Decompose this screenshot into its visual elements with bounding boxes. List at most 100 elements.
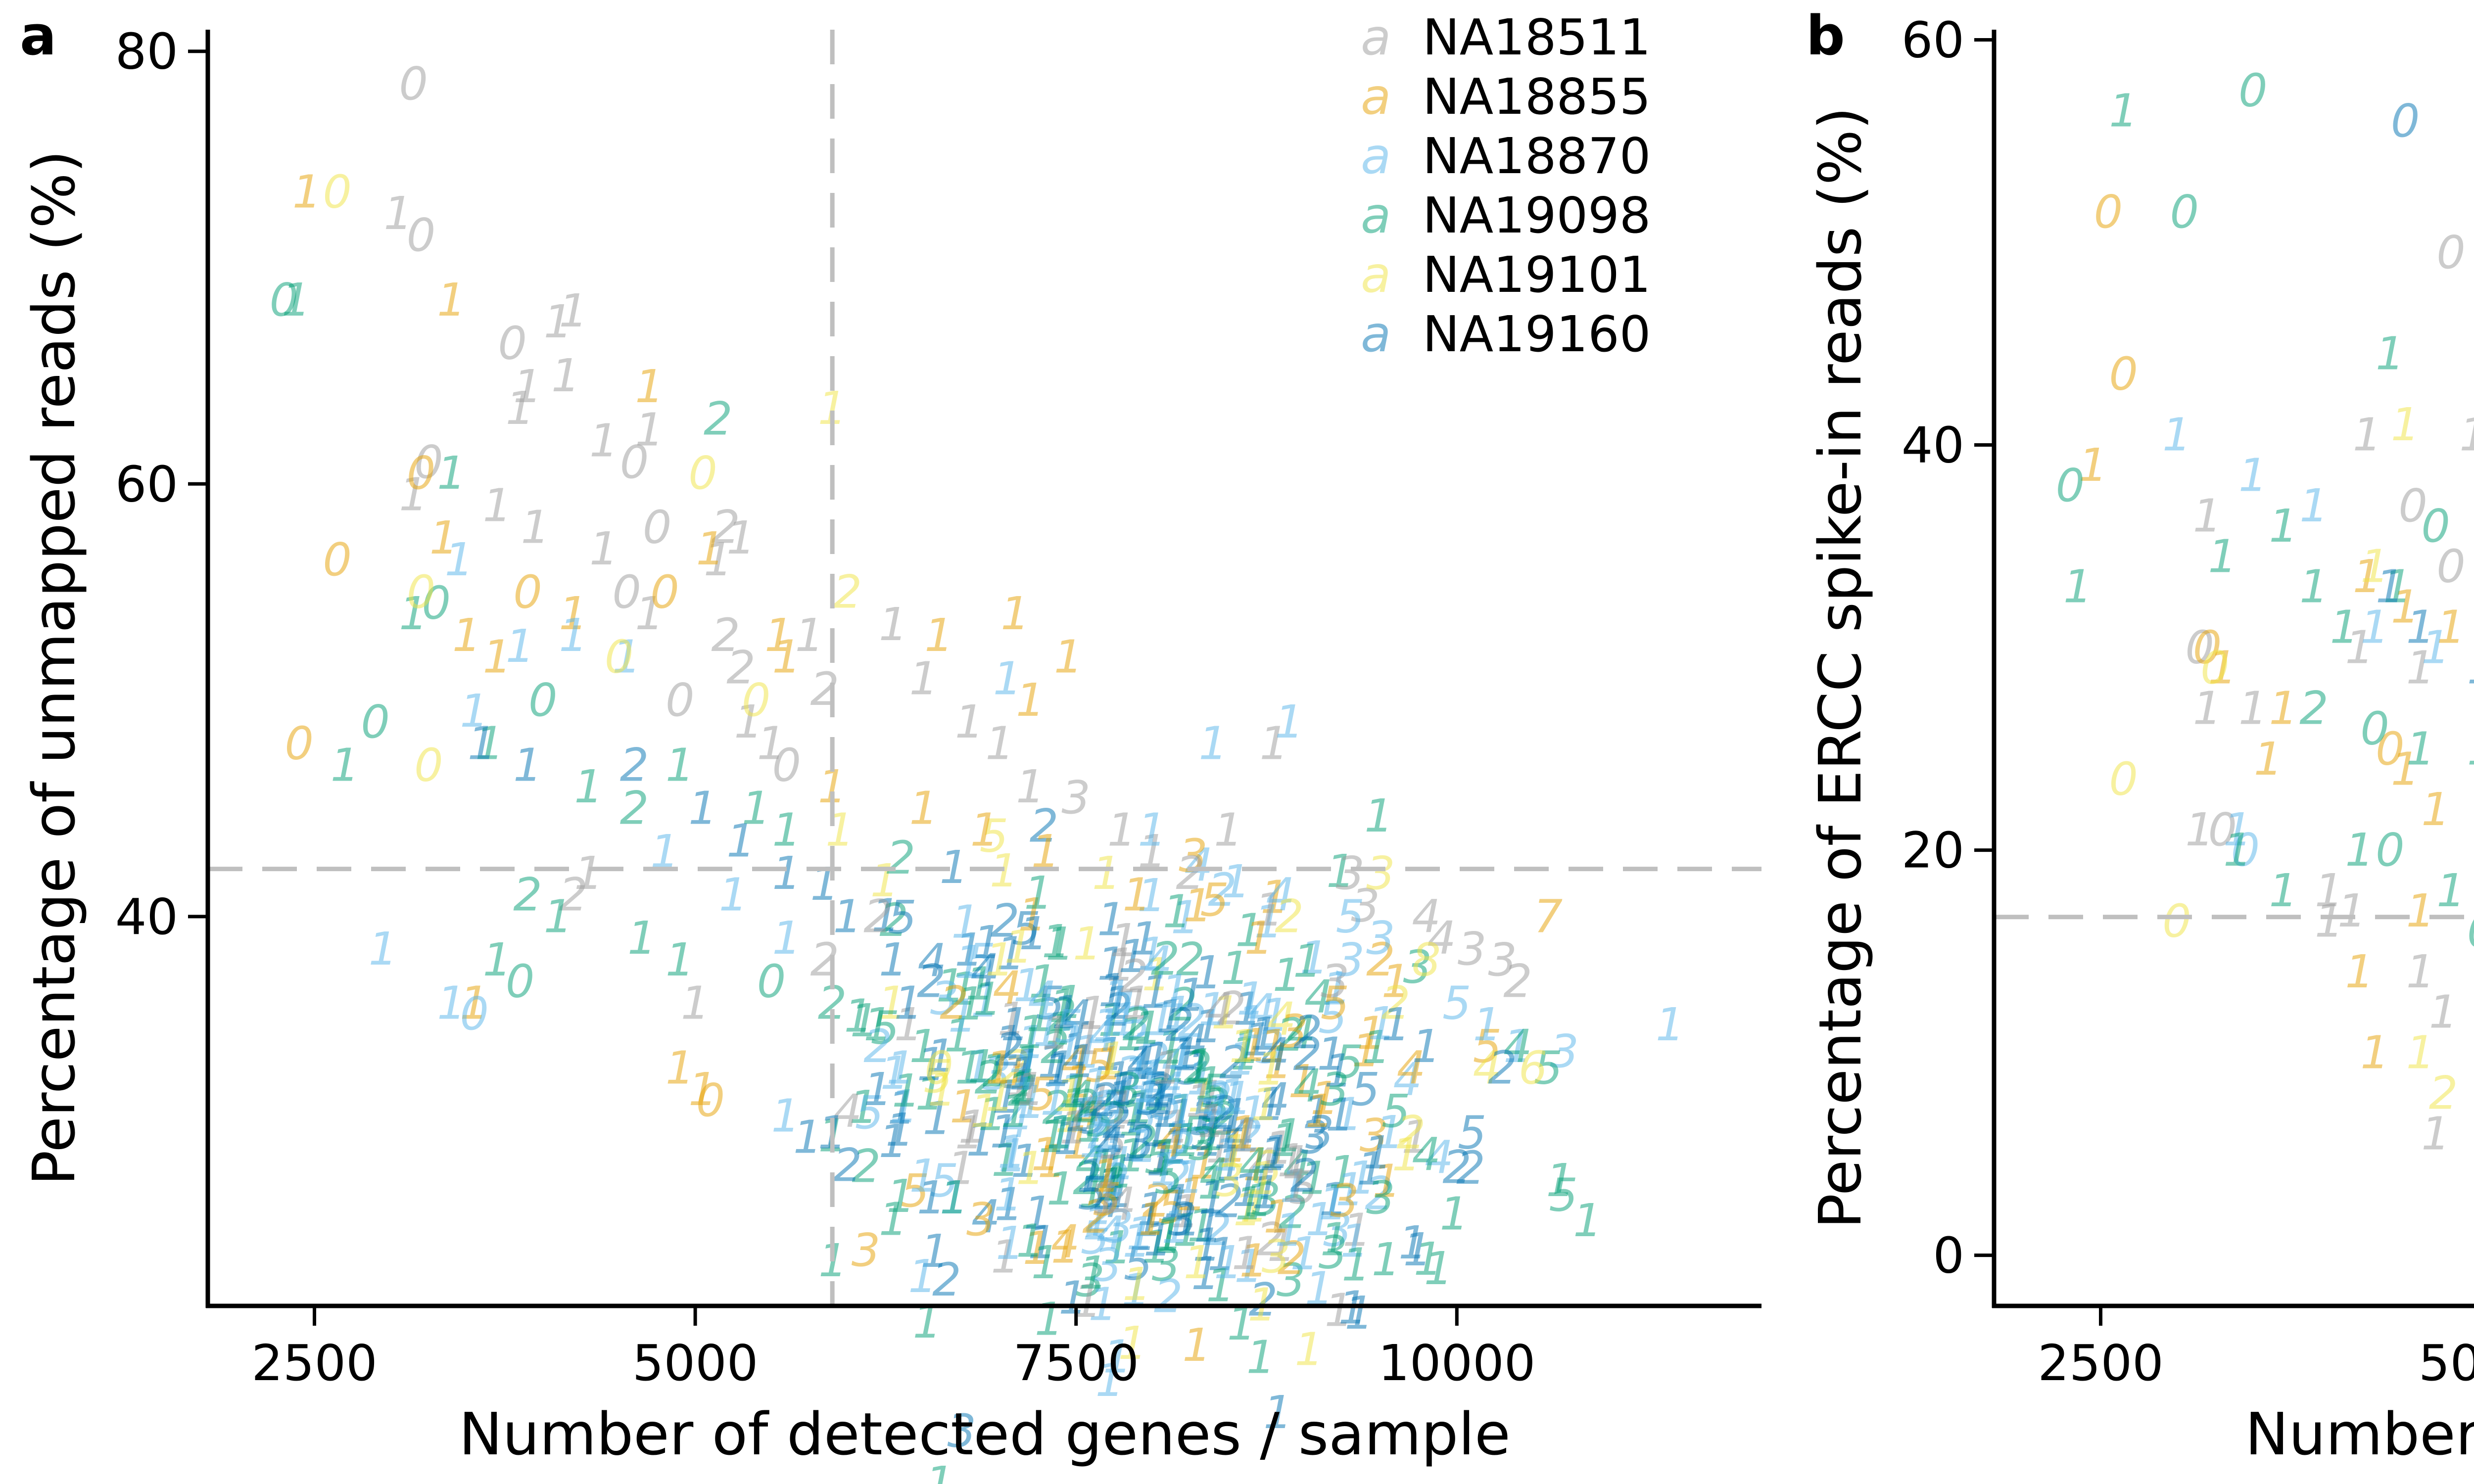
data-point: 1 xyxy=(1079,1165,1108,1218)
data-point: 1 xyxy=(2459,409,2474,462)
data-point: 2 xyxy=(991,895,1020,948)
data-point: 3 xyxy=(1256,1020,1285,1073)
data-point: 2 xyxy=(1162,1152,1191,1205)
data-point: 1 xyxy=(452,609,481,662)
data-point: 1 xyxy=(870,854,900,907)
data-point: 2 xyxy=(1203,1203,1232,1256)
data-point: 1 xyxy=(437,447,466,500)
data-point: 1 xyxy=(1267,1219,1296,1272)
data-point: 2 xyxy=(1184,1042,1213,1095)
data-point: 1 xyxy=(1195,1114,1224,1167)
data-point: 0 xyxy=(2109,753,2138,806)
data-point: 4 xyxy=(1304,971,1333,1023)
data-point: 1 xyxy=(879,1115,908,1168)
data-point: 0 xyxy=(650,565,679,618)
data-point: 2 xyxy=(1256,1213,1285,1266)
data-point: 1 xyxy=(2330,601,2359,654)
data-point: 1 xyxy=(1039,1110,1068,1163)
data-point: 3 xyxy=(1189,1092,1219,1145)
data-point: 4 xyxy=(1061,1036,1090,1089)
data-point: 1 xyxy=(1137,869,1166,922)
data-point: 1 xyxy=(1146,1133,1176,1186)
data-point: 3 xyxy=(1202,1079,1231,1132)
data-point: 1 xyxy=(1011,1060,1040,1113)
data-point: 2 xyxy=(1104,984,1133,1037)
data-point: 1 xyxy=(1159,1040,1188,1093)
data-point: 0 xyxy=(742,674,771,727)
data-point: 2 xyxy=(1151,933,1180,986)
data-point: 1 xyxy=(973,973,1002,1026)
data-point: 1 xyxy=(1214,804,1243,857)
data-point: 1 xyxy=(1126,1081,1155,1134)
data-point: 1 xyxy=(2223,824,2252,877)
data-point: 1 xyxy=(1113,1062,1142,1114)
data-point: 1 xyxy=(1142,1033,1172,1086)
data-point: 1 xyxy=(908,1250,937,1303)
data-point: 1 xyxy=(719,869,748,922)
data-point: 1 xyxy=(1187,1200,1216,1252)
data-point: 1 xyxy=(1000,998,1030,1051)
data-point: 5 xyxy=(1200,874,1229,927)
y-ticks-a: 40 60 80 xyxy=(115,23,208,946)
data-point: 0 xyxy=(643,501,672,554)
data-point: 1 xyxy=(1024,1187,1053,1240)
data-point: 1 xyxy=(292,166,322,219)
data-point: 1 xyxy=(506,620,535,673)
data-point: 1 xyxy=(2345,945,2375,998)
data-point: 3 xyxy=(1179,830,1208,882)
data-point: 1 xyxy=(1065,1056,1094,1109)
legend-item: a NA19101 xyxy=(1361,246,1651,304)
data-point: 1 xyxy=(1092,847,1121,900)
data-point: 3 xyxy=(1323,1204,1352,1257)
data-point: 4 xyxy=(1080,1076,1109,1129)
data-point: 1 xyxy=(2208,530,2237,583)
data-point: 1 xyxy=(1038,1035,1067,1088)
data-point: 4 xyxy=(1096,1154,1125,1207)
data-point: 1 xyxy=(2467,642,2474,695)
data-point: 1 xyxy=(1352,1024,1381,1077)
data-point: 1 xyxy=(627,912,657,965)
legend: a NA18511 a NA18855 a NA18870 a NA19098 a NA19101… xyxy=(1361,8,1651,363)
data-point: 1 xyxy=(1135,1071,1164,1124)
data-point: 4 xyxy=(1087,1114,1116,1167)
data-point: 1 xyxy=(1207,1228,1237,1281)
data-point: 1 xyxy=(1049,980,1078,1033)
data-point: 1 xyxy=(1153,1085,1182,1138)
data-point: 1 xyxy=(1187,1053,1216,1106)
data-point: 1 xyxy=(1054,631,1083,684)
data-point: 2 xyxy=(1048,989,1077,1042)
data-point: 1 xyxy=(1188,1069,1217,1122)
data-point: 5 xyxy=(1036,976,1065,1029)
data-point: 4 xyxy=(1185,839,1214,892)
data-point: 1 xyxy=(886,1104,915,1157)
data-point: 1 xyxy=(1154,1211,1183,1264)
data-point: 5 xyxy=(1153,1077,1183,1130)
data-point: 1 xyxy=(1214,1107,1243,1159)
data-point: 1 xyxy=(970,804,999,857)
data-point: 0 xyxy=(2360,702,2389,755)
data-point: 1 xyxy=(1333,1088,1363,1141)
data-point: 1 xyxy=(589,414,618,467)
data-point: 1 xyxy=(1035,1293,1064,1345)
data-point: 1 xyxy=(1016,1214,1045,1267)
data-point: 1 xyxy=(1340,1215,1370,1268)
legend-marker-icon: a xyxy=(1361,305,1391,363)
data-point: 1 xyxy=(966,1113,996,1166)
data-point: 1 xyxy=(282,274,311,326)
data-point: 4 xyxy=(1248,1139,1277,1192)
data-point: 1 xyxy=(1077,1100,1106,1153)
data-point: 1 xyxy=(1054,976,1084,1029)
data-point: 1 xyxy=(991,1231,1020,1284)
data-point: 1 xyxy=(771,1090,801,1143)
data-point: 1 xyxy=(1300,1152,1329,1205)
data-point: 1 xyxy=(1325,1284,1354,1337)
data-point: 1 xyxy=(1097,938,1126,991)
data-point: 1 xyxy=(2063,560,2093,613)
data-point: 1 xyxy=(1223,1072,1252,1125)
data-point: 1 xyxy=(1105,1146,1135,1199)
data-point: 2 xyxy=(2429,1067,2458,1120)
data-point: 1 xyxy=(1059,1065,1088,1118)
data-point: 1 xyxy=(369,923,398,975)
data-point: 3 xyxy=(1168,1193,1197,1246)
